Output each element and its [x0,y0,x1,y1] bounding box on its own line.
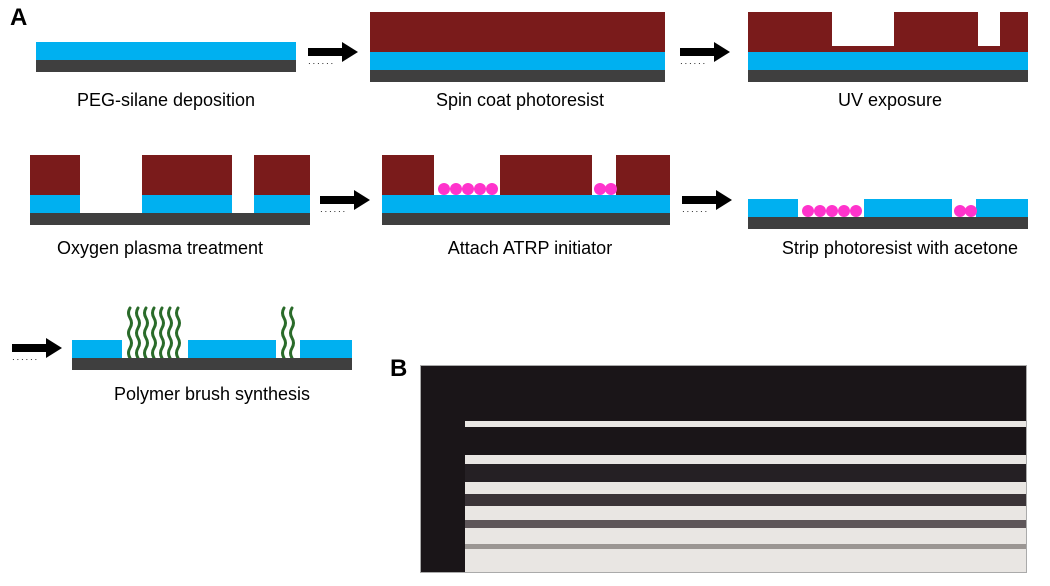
arrow-shaft [320,196,356,204]
stripe [421,464,1026,482]
stripe [421,366,1026,421]
arrow-dots: ∙∙∙∙∙∙ [308,58,348,68]
pr-trench-2 [978,46,1000,52]
label-step2: Spin coat photoresist [390,90,650,111]
layer-photoresist [370,12,665,52]
micrograph-left-margin [421,366,465,572]
layer-substrate [72,358,352,370]
schematic-step4 [30,155,310,225]
arrow-dots: ∙∙∙∙∙∙ [320,206,360,216]
layer-peg [382,195,670,213]
peg-seg-3 [300,340,352,358]
initiator-dot [462,183,474,195]
arrow-5: ∙∙∙∙∙∙ [12,338,62,358]
pr-seg-3 [616,155,670,195]
panel-label-b: B [390,355,407,383]
initiator-dot [838,205,850,217]
pr-seg-3 [1000,12,1028,52]
initiator-dot [850,205,862,217]
initiator-dot [965,205,977,217]
layer-substrate [370,70,665,82]
stripe [421,506,1026,520]
schematic-step6 [748,185,1028,229]
initiator-dot [605,183,617,195]
initiator-dot [438,183,450,195]
arrow-shaft [12,344,48,352]
layer-peg [370,52,665,70]
layer-substrate [382,213,670,225]
arrow-3: ∙∙∙∙∙∙ [320,190,370,210]
pr-seg-1 [30,155,80,195]
layer-peg [36,42,296,60]
schematic-step1 [36,40,296,72]
pr-seg-1 [748,12,832,52]
stripe [421,494,1026,506]
panel-label-a: A [10,4,27,32]
stripe [421,520,1026,528]
label-step1: PEG-silane deposition [36,90,296,111]
initiator-dot [474,183,486,195]
pr-seg-2 [500,155,592,195]
layer-substrate [30,213,310,225]
label-step3: UV exposure [760,90,1020,111]
stripe [421,549,1026,572]
layer-substrate [36,60,296,72]
initiator-dot [826,205,838,217]
initiator-dot [486,183,498,195]
arrow-shaft [308,48,344,56]
peg-seg-3 [976,199,1028,217]
arrow-shaft [680,48,716,56]
peg-seg-2 [188,340,276,358]
stripe [421,482,1026,494]
arrow-shaft [682,196,718,204]
stripe [421,455,1026,464]
initiator-dot [802,205,814,217]
peg-seg-2 [864,199,952,217]
arrow-4: ∙∙∙∙∙∙ [682,190,732,210]
pr-seg-2 [142,155,232,195]
initiator-dot [450,183,462,195]
brush-icon [278,302,300,358]
label-step7: Polymer brush synthesis [72,384,352,405]
label-step5: Attach ATRP initiator [400,238,660,259]
schematic-step5 [382,155,670,225]
peg-seg-1 [748,199,798,217]
initiator-dot [814,205,826,217]
label-step6: Strip photoresist with acetone [760,238,1040,259]
layer-substrate [748,217,1028,229]
peg-seg-2 [142,195,232,213]
schematic-step7 [72,288,352,370]
arrow-dots: ∙∙∙∙∙∙ [680,58,720,68]
stripe [421,528,1026,544]
arrow-1: ∙∙∙∙∙∙ [308,42,358,62]
peg-seg-1 [30,195,80,213]
pr-seg-2 [894,12,978,52]
label-step4: Oxygen plasma treatment [30,238,290,259]
arrow-dots: ∙∙∙∙∙∙ [682,206,722,216]
layer-substrate [748,70,1028,82]
brush-icon [124,302,188,358]
peg-seg-3 [254,195,310,213]
schematic-step2 [370,12,665,82]
stripe [421,427,1026,455]
peg-seg-1 [72,340,122,358]
figure-root: A B PEG-silane deposition ∙∙∙∙∙∙ Spin co… [0,0,1050,586]
layer-peg [748,52,1028,70]
micrograph-panel [420,365,1027,573]
schematic-step3 [748,12,1028,82]
pr-seg-3 [254,155,310,195]
pr-seg-1 [382,155,434,195]
arrow-2: ∙∙∙∙∙∙ [680,42,730,62]
arrow-dots: ∙∙∙∙∙∙ [12,354,52,364]
pr-trench-1 [832,46,894,52]
